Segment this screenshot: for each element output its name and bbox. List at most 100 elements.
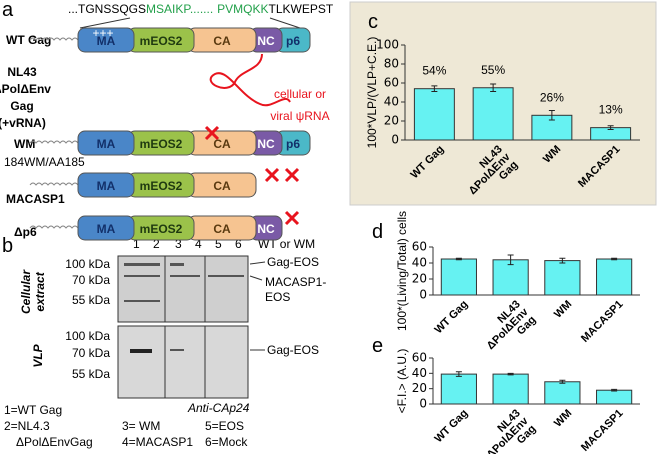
construct-label: 184WM/AA185	[4, 155, 85, 169]
legend-item: ΔPolΔEnvGag	[16, 435, 93, 449]
bar	[544, 381, 581, 405]
band-label: MACASP1-	[265, 275, 326, 289]
panel-label: c	[368, 11, 378, 33]
y-tick-label: 60	[412, 351, 427, 365]
rna	[209, 53, 291, 107]
lane: 3	[175, 237, 182, 251]
domain-label: NC	[257, 137, 275, 151]
legend-item: 3= WM	[122, 419, 160, 433]
seq: MSAIKP	[146, 2, 191, 16]
band	[124, 275, 160, 277]
construct-label: WM	[14, 137, 35, 151]
deletion-mark	[264, 167, 280, 183]
domain-label: mEOS2	[140, 222, 183, 236]
value-label: 26%	[540, 90, 564, 104]
legend-item: 6=Mock	[205, 435, 248, 449]
band	[130, 349, 152, 353]
legend-item: 1=WT Gag	[4, 403, 62, 417]
y-tick-label: 20	[412, 272, 427, 286]
kda: 70 kDa	[72, 273, 110, 287]
domain	[77, 130, 135, 156]
arrow	[249, 261, 266, 265]
construct-label: WT Gag	[6, 33, 51, 47]
error-bar	[455, 257, 462, 261]
error-bar	[559, 257, 566, 264]
gel	[164, 325, 206, 399]
band-label: EOS	[265, 290, 290, 304]
antibody: Anti-CAp24	[187, 401, 250, 415]
y-tick-label: 80	[384, 57, 399, 71]
value-label: 55%	[481, 63, 505, 77]
kda: 55 kDa	[72, 293, 110, 307]
y-tick-label: 0	[391, 133, 399, 147]
legend-item: 2=NL4.3	[4, 419, 50, 433]
domain-label: NC	[257, 222, 275, 236]
domain-label: MA	[97, 179, 116, 193]
domain	[77, 27, 135, 53]
construct-label: NL43	[7, 65, 37, 79]
kda: 100 kDa	[65, 257, 110, 271]
legend-item: 5=EOS	[205, 419, 244, 433]
bar	[544, 260, 581, 296]
error-bar	[455, 371, 462, 377]
rna-label: cellular or	[274, 87, 326, 101]
row-label: Cellular	[19, 269, 33, 314]
construct-label: Δp6	[14, 225, 37, 239]
error-bar	[507, 254, 514, 266]
linker	[29, 182, 79, 186]
kda: 100 kDa	[65, 329, 110, 343]
error-bar	[611, 257, 618, 261]
arrow	[249, 275, 263, 281]
lane: 4	[195, 237, 202, 251]
deletion-mark	[204, 125, 220, 141]
y-tick-label: 0	[419, 288, 427, 302]
bar	[472, 87, 514, 141]
bar	[440, 258, 477, 296]
domain-label: CA	[213, 179, 231, 193]
seq-pointer	[269, 17, 301, 29]
linker	[29, 37, 79, 41]
y-tick-label: 20	[412, 381, 427, 395]
y-tick-label: 60	[384, 76, 399, 90]
y-tick-label: 40	[412, 366, 427, 380]
domain	[77, 172, 135, 198]
charge: +++	[92, 26, 113, 40]
y-tick-label: 20	[384, 114, 399, 128]
gel-panel: 100 kDa 70 kDa 55 kDa 100 kDa 70 kDa 55 …	[4, 237, 326, 449]
bar	[492, 259, 529, 296]
error-bar	[607, 125, 614, 131]
kda: 55 kDa	[72, 367, 110, 381]
y-tick-label: 0	[419, 397, 427, 411]
construct-label: MACASP1	[6, 192, 65, 206]
construct-label: (+vRNA)	[0, 116, 46, 130]
row-label: VLP	[31, 343, 45, 367]
bar	[492, 373, 529, 405]
panel-label: a	[2, 0, 14, 21]
domain-label: MA	[97, 222, 116, 236]
band	[124, 263, 160, 266]
gel	[117, 325, 166, 399]
y-axis-label: <F.I.> (A.U.)	[395, 349, 409, 414]
value-label: 54%	[422, 64, 446, 78]
panel-label: d	[372, 221, 383, 243]
y-tick-label: 60	[412, 240, 427, 254]
domain-label: CA	[213, 137, 231, 151]
domain-label: MA	[97, 137, 116, 151]
error-bar	[507, 372, 514, 376]
gel	[164, 255, 206, 323]
error-bar	[431, 85, 438, 93]
row-label: extract	[33, 271, 47, 311]
y-tick-label: 100	[376, 38, 399, 52]
band-label: Gag-EOS	[267, 255, 319, 269]
lane: 6	[235, 237, 242, 251]
bar	[413, 88, 455, 141]
domain-label: CA	[213, 34, 231, 48]
construct-label: ΔPolΔEnv	[0, 82, 51, 96]
band	[208, 275, 244, 277]
panel-label: b	[2, 235, 13, 257]
y-tick-label: 40	[384, 95, 399, 109]
seq-pointer	[79, 17, 131, 29]
band	[170, 263, 184, 266]
linker	[29, 225, 79, 229]
gel	[204, 255, 249, 323]
